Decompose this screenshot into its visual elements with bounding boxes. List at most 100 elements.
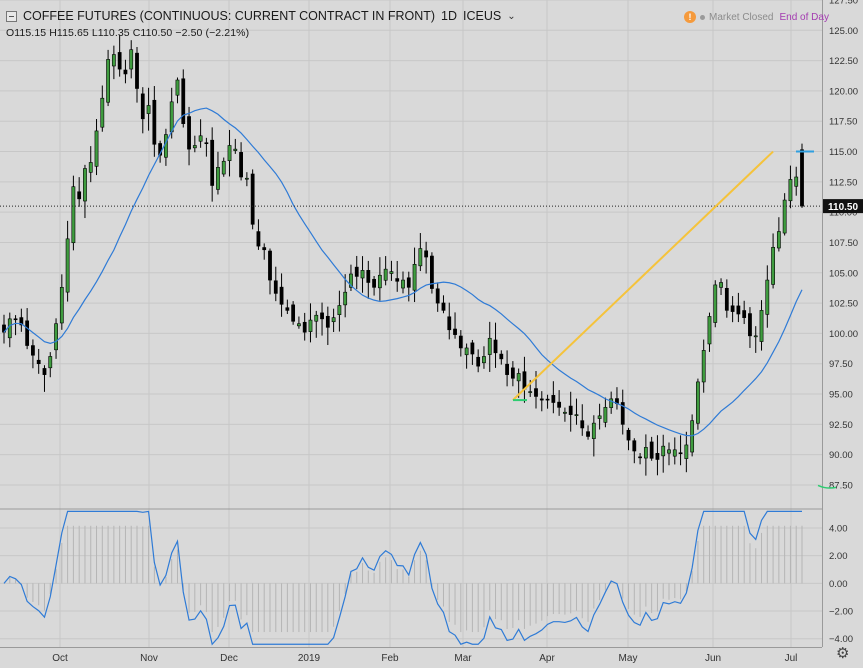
candle-body — [545, 398, 550, 401]
candle-body — [539, 398, 544, 401]
candle — [505, 350, 509, 387]
candle-body — [430, 255, 434, 289]
candle — [88, 146, 93, 183]
candle-body — [759, 310, 764, 342]
candle-body — [401, 279, 405, 289]
price-axis-label: 102.50 — [829, 299, 858, 310]
candle-body — [42, 368, 47, 375]
candle-body — [551, 395, 556, 403]
candle — [395, 260, 400, 292]
candle-body — [632, 440, 637, 452]
candle-body — [609, 398, 614, 408]
candle — [111, 45, 116, 80]
price-axis-label: 107.50 — [829, 238, 858, 249]
candle — [430, 252, 434, 294]
candle-body — [129, 49, 134, 70]
candle — [719, 278, 723, 295]
candle-body — [135, 52, 139, 89]
candle — [152, 86, 157, 157]
candle — [71, 175, 76, 251]
candle-body — [273, 280, 278, 294]
candle-body — [325, 315, 330, 328]
candle-body — [667, 449, 671, 454]
candle-body — [83, 168, 87, 202]
candle — [574, 398, 579, 425]
market-closed-label: Market Closed — [709, 11, 774, 23]
price-axis-label: 115.00 — [829, 147, 857, 158]
candle-body — [406, 277, 411, 288]
info-icon[interactable]: ! — [684, 11, 696, 23]
candle-body — [343, 291, 348, 306]
candle-body — [59, 287, 64, 324]
candle — [597, 403, 602, 430]
candle — [435, 282, 440, 312]
exchange-label[interactable]: ICEUS — [463, 9, 502, 23]
candle — [244, 172, 249, 187]
candle-body — [563, 411, 567, 414]
candle — [389, 260, 394, 281]
candle-body — [638, 456, 642, 459]
osc-axis-label: 4.00 — [829, 523, 848, 534]
candle — [250, 169, 255, 230]
candle — [383, 256, 388, 286]
last-price-label: 110.50 — [828, 202, 858, 213]
candle — [447, 302, 452, 340]
candle — [563, 407, 567, 422]
candle — [31, 339, 35, 369]
collapse-icon[interactable] — [6, 10, 17, 22]
candle — [742, 300, 747, 325]
time-axis-label: Jul — [785, 653, 798, 664]
candle — [216, 151, 220, 195]
candle — [372, 276, 376, 296]
candle — [65, 220, 70, 302]
candle — [198, 119, 203, 148]
time-axis-label: 2019 — [298, 653, 321, 664]
status-dot-icon — [700, 14, 705, 20]
candle-body — [198, 135, 203, 142]
candle-body — [187, 116, 191, 150]
candle — [256, 219, 261, 250]
candle-body — [106, 59, 110, 103]
candle — [19, 308, 24, 332]
candle-body — [661, 445, 666, 457]
candle-body — [597, 415, 602, 419]
candle-body — [210, 139, 215, 186]
candle — [140, 87, 145, 134]
candle — [54, 318, 58, 359]
candle — [453, 312, 457, 339]
candle — [100, 85, 105, 132]
candle — [470, 339, 475, 365]
chart-header[interactable]: COFFEE FUTURES (CONTINUOUS: CURRENT CONT… — [6, 9, 516, 23]
candle-body — [412, 264, 417, 291]
time-axis-label: Oct — [52, 653, 68, 664]
candle — [545, 394, 550, 409]
candle — [175, 77, 180, 104]
candle-body — [331, 317, 336, 323]
candle — [464, 343, 469, 369]
candle-body — [152, 99, 157, 145]
candle — [655, 435, 660, 476]
osc-axis-label: −4.00 — [829, 634, 853, 645]
candle — [401, 271, 405, 294]
candle-body — [528, 391, 533, 393]
candle — [586, 425, 590, 440]
candle — [331, 308, 336, 333]
candle — [187, 106, 191, 166]
candle — [210, 127, 215, 202]
candle-body — [470, 342, 475, 355]
candle — [337, 290, 342, 332]
candle — [354, 255, 359, 290]
settings-gear-icon[interactable]: ⚙ — [836, 645, 850, 662]
time-axis-label: Nov — [140, 653, 158, 664]
candle — [643, 434, 648, 476]
candle — [418, 233, 423, 272]
chevron-down-icon[interactable]: ⌄ — [507, 10, 516, 22]
candle-body — [71, 186, 76, 244]
candle-body — [736, 305, 741, 315]
candle — [771, 233, 775, 289]
interval-label[interactable]: 1D — [441, 9, 458, 23]
candle — [713, 280, 718, 328]
candle — [707, 312, 712, 352]
symbol-title[interactable]: COFFEE FUTURES (CONTINUOUS: CURRENT CONT… — [23, 9, 436, 23]
